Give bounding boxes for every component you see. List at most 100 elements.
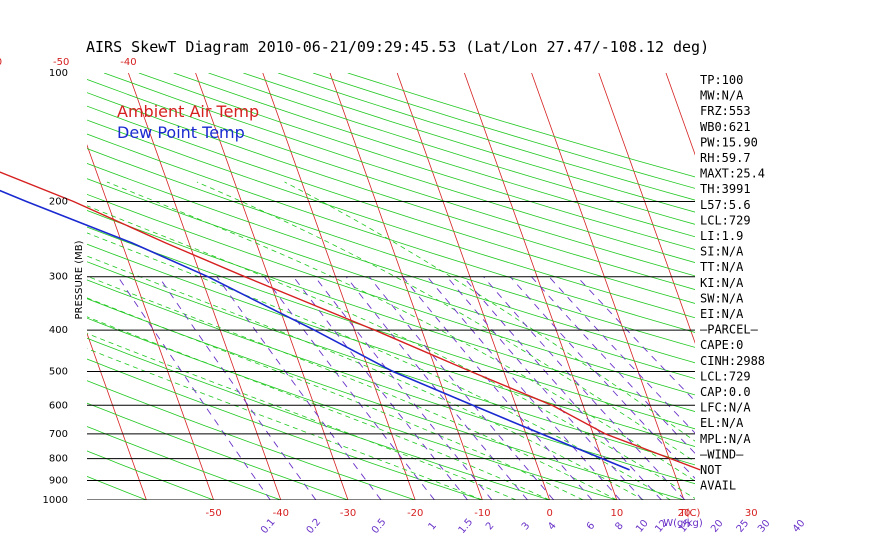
legend-ambient-air-temp: Ambient Air Temp [117, 102, 259, 121]
dry-adiabat-line [87, 148, 695, 348]
mixing-ratio-line [158, 276, 317, 500]
stat-label: KI:N/A [700, 276, 744, 290]
isotherm-line [195, 73, 349, 500]
stat-label: TP:100 [700, 73, 743, 87]
stat-label: CINH:2988 [700, 354, 765, 368]
dry-adiabat-line [277, 73, 695, 201]
bottom-temp-tick-label: -20 [407, 508, 423, 519]
top-temp-tick-label: -50 [53, 57, 69, 68]
bottom-temp-tick-label: -10 [474, 508, 490, 519]
bottom-temp-tick-label: 10 [610, 508, 623, 519]
dry-adiabat-line [87, 298, 685, 500]
mixing-ratio-tick-label: 8 [613, 520, 626, 532]
dry-adiabat-line [0, 73, 12, 500]
bottom-temp-tick-label: -50 [205, 508, 221, 519]
mixing-ratio-line [483, 276, 686, 500]
mixing-ratio-tick-label: 2 [484, 520, 497, 532]
moist-adiabat-line [87, 205, 695, 499]
x-axis-label: T(C) [679, 508, 701, 519]
mixing-ratio-tick-label: 1 [426, 520, 439, 532]
mixing-ratio-tick-label: 25 [735, 518, 752, 535]
stat-label: WB0:621 [700, 120, 751, 134]
mixing-ratio-line [117, 276, 271, 500]
isotherm-line [87, 332, 147, 500]
mixing-ratio-line [531, 276, 695, 454]
y-axis-label: PRESSURE (MB) [74, 240, 85, 319]
pressure-tick-label: 200 [49, 197, 68, 208]
isotherm-line [531, 73, 685, 500]
stat-label: MPL:N/A [700, 432, 751, 446]
stat-label: EI:N/A [700, 307, 744, 321]
stat-label: —WIND— [700, 447, 744, 461]
stat-label: MAXT:25.4 [700, 167, 765, 181]
stat-label: EL:N/A [700, 416, 744, 430]
stat-label: SI:N/A [700, 245, 744, 259]
stat-label: NOT [700, 463, 722, 477]
stat-label: TH:3991 [700, 182, 751, 196]
mixing-ratio-tick-label: 0.2 [305, 517, 324, 536]
isotherm-line [396, 73, 550, 500]
mixing-ratio-tick-label: 1.5 [457, 517, 476, 536]
dry-adiabat-line [87, 358, 483, 500]
plot-clip-group [0, 73, 870, 500]
stat-label: LCL:729 [700, 213, 751, 227]
mixing-ratio-tick-label: 10 [634, 518, 651, 535]
mixing-ratio-line [576, 276, 695, 402]
isotherm-line [800, 73, 870, 500]
moist-adiabat-line [87, 316, 550, 500]
pressure-tick-label: 500 [49, 366, 68, 377]
mixing-ratio-axis-label: W(g/kg) [663, 518, 703, 529]
mixing-ratio-tick-label: 20 [709, 518, 726, 535]
dry-adiabat-line [87, 163, 695, 364]
isotherm-line [262, 73, 416, 500]
dry-adiabat-line [87, 133, 695, 333]
dry-adiabat-line [87, 79, 695, 277]
stat-label: LI:1.9 [700, 229, 743, 243]
dry-adiabat-line [87, 210, 695, 413]
mixing-ratio-tick-label: 3 [520, 520, 533, 532]
mixing-ratio-line [314, 276, 493, 500]
moist-adiabat-line [87, 348, 483, 500]
pressure-tick-label: 100 [49, 68, 68, 79]
dry-adiabat-line [87, 193, 695, 396]
isotherm-line [598, 73, 695, 344]
stat-label: L57:5.6 [700, 198, 751, 212]
pressure-tick-label: 700 [49, 429, 68, 440]
stat-label: CAP:0.0 [700, 385, 751, 399]
legend-dew-point-temp: Dew Point Temp [117, 123, 245, 142]
bottom-temp-tick-label: 0 [546, 508, 552, 519]
mixing-ratio-line [263, 276, 435, 500]
dry-adiabat-line [87, 92, 695, 290]
top-temp-tick-label: -40 [120, 57, 136, 68]
pressure-tick-label: 600 [49, 400, 68, 411]
plot-area [0, 73, 870, 500]
pressure-tick-label: 800 [49, 454, 68, 465]
dry-adiabat-line [87, 380, 416, 500]
stat-label: LFC:N/A [700, 401, 751, 415]
isotherm-line [665, 73, 695, 156]
bottom-temp-tick-label: -40 [273, 508, 289, 519]
mixing-ratio-tick-label: 40 [791, 518, 808, 535]
isotherm-line [329, 73, 483, 500]
mixing-ratio-tick-label: 30 [756, 518, 773, 535]
mixing-ratio-line [446, 276, 644, 500]
mixing-ratio-line [368, 276, 555, 500]
pressure-tick-label: 900 [49, 475, 68, 486]
pressure-tick-label: 400 [49, 325, 68, 336]
top-temp-tick-label: -60 [0, 57, 2, 68]
bottom-temp-tick-label: 30 [745, 508, 758, 519]
dry-adiabat-line [87, 450, 214, 500]
dry-adiabat-line [87, 243, 695, 447]
stat-label: FRZ:553 [700, 104, 751, 118]
isotherm-line [0, 73, 12, 500]
dry-adiabat-line [87, 317, 617, 500]
dry-adiabat-line [87, 226, 695, 430]
stat-label: AVAIL [700, 479, 736, 493]
dry-adiabat-line [87, 105, 695, 304]
dry-adiabat-line [87, 426, 281, 500]
stat-label: RH:59.7 [700, 151, 751, 165]
dry-adiabat-line [87, 178, 695, 380]
mixing-ratio-tick-label: 0.5 [370, 517, 389, 536]
mixing-ratio-tick-label: 0.1 [259, 517, 278, 536]
pressure-tick-label: 300 [49, 272, 68, 283]
